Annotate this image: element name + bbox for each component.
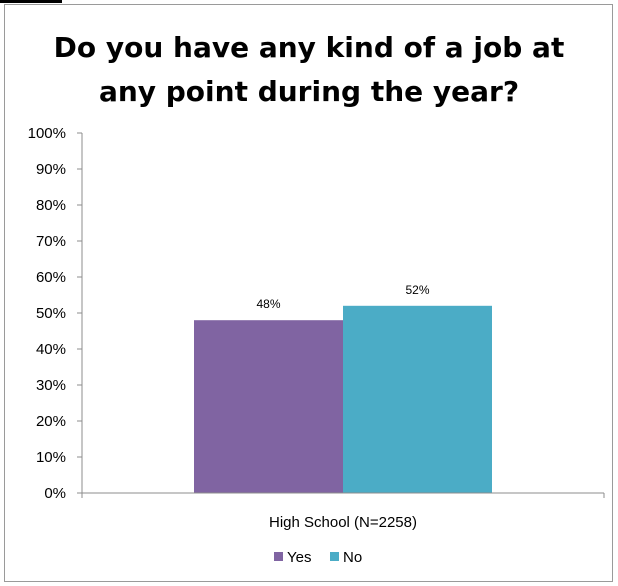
bars <box>194 305 492 493</box>
data-label-yes: 48% <box>256 297 280 311</box>
legend-label-yes: Yes <box>287 549 311 566</box>
y-tick-label: 20% <box>36 413 66 430</box>
y-tick-label: 0% <box>44 485 66 502</box>
legend-label-no: No <box>343 549 362 566</box>
y-tick-label: 50% <box>36 305 66 322</box>
y-tick-label: 10% <box>36 449 66 466</box>
y-tick-label: 70% <box>36 233 66 250</box>
y-tick-label: 60% <box>36 269 66 286</box>
bar-no <box>343 305 492 493</box>
y-tick-label: 30% <box>36 377 66 394</box>
y-tick-label: 40% <box>36 341 66 358</box>
y-tick-label: 80% <box>36 197 66 214</box>
y-axis-ticks: 0% 10% 20% 30% 40% 50% 60% 70% 80% 90% 100% <box>28 125 82 502</box>
chart-title: Do you have any kind of a job at any poi… <box>0 26 618 114</box>
data-label-no: 52% <box>405 283 429 297</box>
y-tick-label: 90% <box>36 161 66 178</box>
y-tick-label: 100% <box>28 125 66 142</box>
category-label: High School (N=2258) <box>269 514 417 531</box>
legend: Yes No <box>274 549 362 566</box>
chart-title-line-1: Do you have any kind of a job at <box>53 31 565 64</box>
legend-swatch-no <box>330 552 339 561</box>
corner-mark <box>0 0 62 3</box>
chart-title-line-2: any point during the year? <box>98 75 520 108</box>
data-labels: 48% 52% <box>256 283 429 311</box>
bar-yes <box>194 320 343 493</box>
legend-swatch-yes <box>274 552 283 561</box>
